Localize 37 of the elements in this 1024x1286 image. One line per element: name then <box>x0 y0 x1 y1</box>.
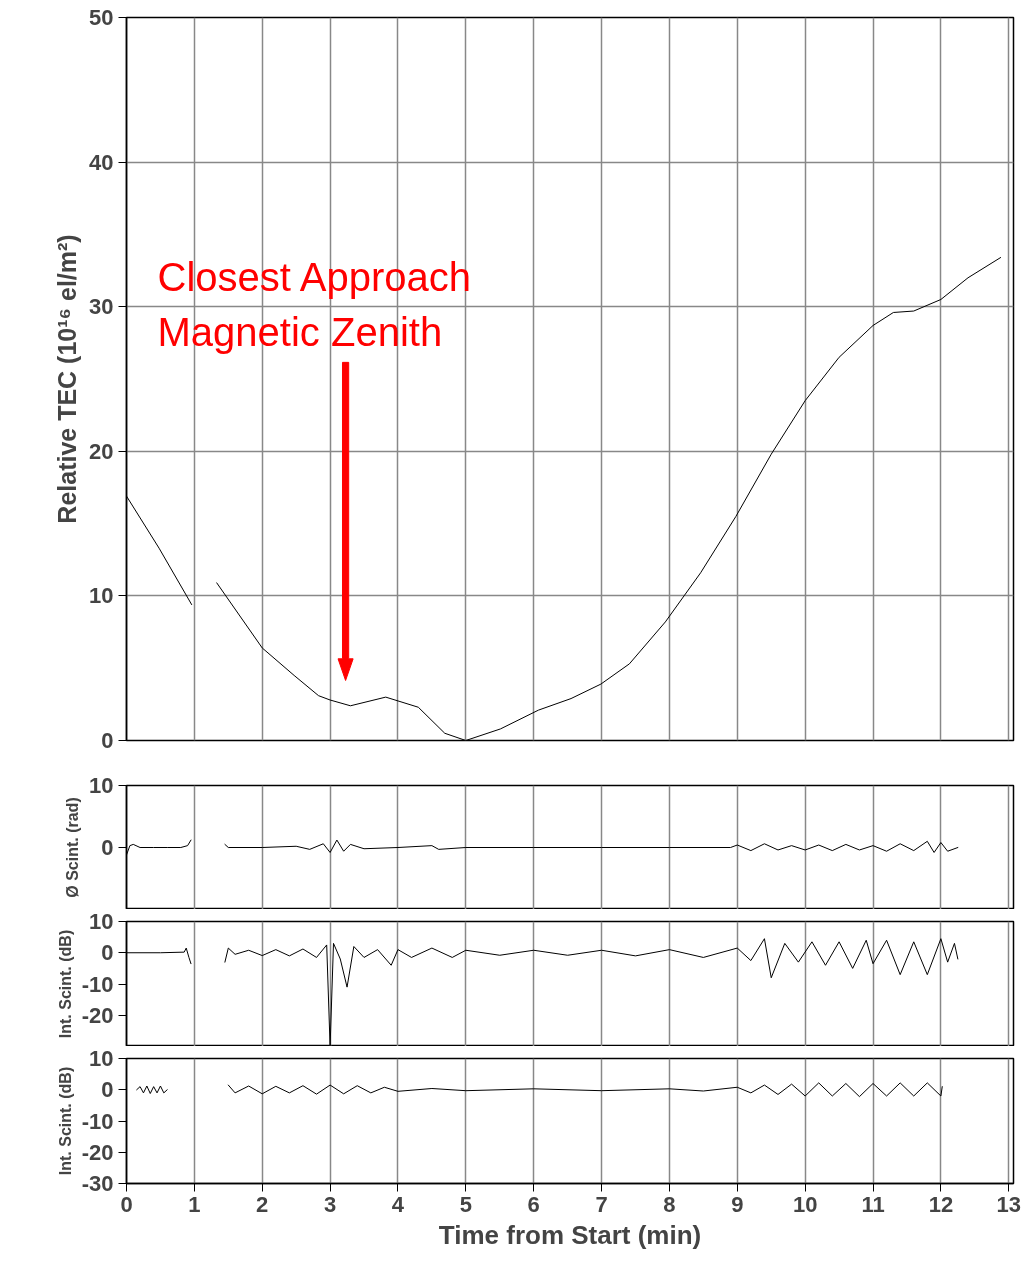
x-tick-label: 4 <box>391 1191 405 1217</box>
y-tick-label: 10 <box>89 1046 114 1071</box>
y-tick-label: -10 <box>81 1108 114 1134</box>
y-tick-label: 0 <box>101 940 114 966</box>
x-tick-label: 11 <box>861 1191 885 1217</box>
x-tick-label: 3 <box>323 1191 337 1217</box>
x-tick-label: 10 <box>792 1191 818 1217</box>
y-axis-title: Relative TEC (10¹⁶ el/m²) <box>53 234 82 524</box>
y-tick-label: 50 <box>89 5 114 30</box>
x-tick-label: 5 <box>459 1191 472 1217</box>
x-axis-title: Time from Start (min) <box>438 1219 702 1250</box>
x-tick-label: 13 <box>996 1191 1021 1217</box>
x-tick-label: 1 <box>188 1191 201 1217</box>
y-tick-label: -20 <box>81 1002 114 1028</box>
x-tick-label: 12 <box>928 1191 954 1217</box>
y-tick-label: 0 <box>101 835 114 860</box>
y-axis-title: Int. Scint. (dB) <box>56 1066 74 1176</box>
y-axis-title: Ø Scint. (rad) <box>64 797 82 898</box>
y-tick-label: 10 <box>89 773 114 798</box>
y-tick-label: 40 <box>89 149 114 175</box>
y-tick-label: 30 <box>89 294 114 320</box>
y-tick-label: -10 <box>81 971 114 997</box>
x-tick-label: 7 <box>595 1191 608 1217</box>
y-tick-label: 0 <box>101 728 114 753</box>
y-tick-label: 0 <box>101 1077 114 1103</box>
x-tick-label: 8 <box>663 1191 676 1217</box>
y-tick-label: 20 <box>89 438 114 464</box>
y-tick-label: -30 <box>81 1171 114 1196</box>
x-tick-label: 0 <box>120 1191 133 1217</box>
x-tick-label: 2 <box>256 1191 269 1217</box>
y-tick-label: 10 <box>89 909 114 934</box>
x-tick-label: 9 <box>731 1191 744 1217</box>
y-axis-title: Int. Scint. (dB) <box>56 929 74 1039</box>
y-tick-label: -20 <box>81 1139 114 1165</box>
annotation: Closest Approach Magnetic Zenith <box>157 255 472 355</box>
x-tick-label: 6 <box>527 1191 540 1217</box>
y-tick-label: 10 <box>89 583 114 609</box>
